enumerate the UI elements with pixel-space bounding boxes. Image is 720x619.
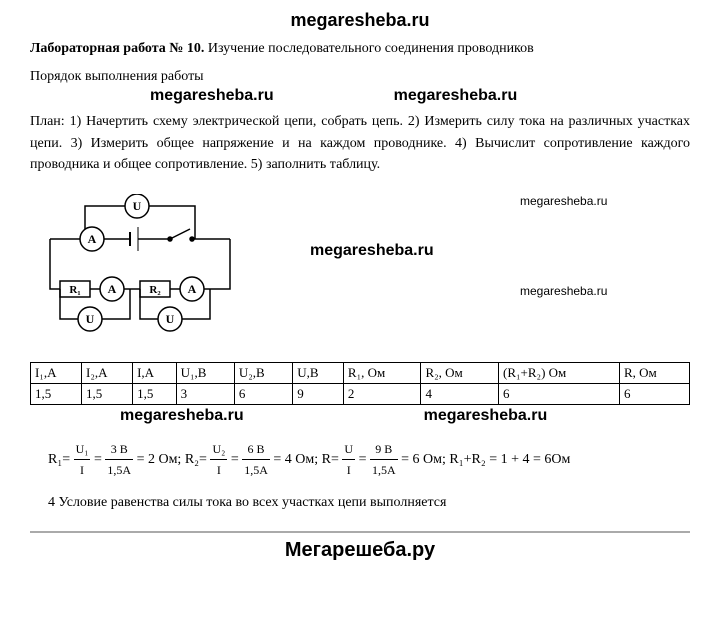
subheading: Порядок выполнения работы <box>30 69 690 85</box>
svg-text:R₁: R₁ <box>69 284 80 296</box>
frac-r1a: U₁I <box>74 439 91 481</box>
condition-text: Условие равенства силы тока во всех учас… <box>55 495 446 510</box>
svg-text:R₂: R₂ <box>149 284 161 296</box>
f-eq-1: = <box>94 452 105 467</box>
td-1: 1,5 <box>82 384 133 405</box>
plan-text: План: 1) Начертить схему электрической ц… <box>30 111 690 176</box>
svg-text:A: A <box>108 282 117 296</box>
td-4: 6 <box>234 384 292 405</box>
th-3: U₁,B <box>176 363 234 384</box>
f-r-lhs: R= <box>322 452 339 467</box>
f-r-res: = 6 Ом; <box>401 452 449 467</box>
formulas: R₁= U₁I = 3 В1,5А = 2 Ом; R₂= U₂I = 6 В1… <box>30 439 690 481</box>
td-6: 2 <box>343 384 421 405</box>
td-0: 1,5 <box>31 384 82 405</box>
th-1: I₂,A <box>82 363 133 384</box>
circuit-watermarks: megaresheba.ru megaresheba.ru megaresheb… <box>270 194 607 298</box>
table-header-row: I₁,A I₂,A I,A U₁,B U₂,B U,B R₁, Ом R₂, О… <box>31 363 690 384</box>
svg-text:U: U <box>86 312 95 326</box>
svg-text:U: U <box>166 312 175 326</box>
f-r2-lhs: R₂= <box>185 452 207 467</box>
td-3: 3 <box>176 384 234 405</box>
f-r2-res: = 4 Ом; <box>273 452 321 467</box>
td-8: 6 <box>499 384 620 405</box>
f-sum: R₁+R₂ = 1 + 4 = 6Ом <box>449 452 570 467</box>
svg-text:A: A <box>88 232 97 246</box>
circuit-diagram: U A R₁ A R₂ <box>30 194 250 344</box>
td-7: 4 <box>421 384 499 405</box>
data-table: I₁,A I₂,A I,A U₁,B U₂,B U,B R₁, Ом R₂, О… <box>30 362 690 405</box>
lab-title-bold: Лабораторная работа № 10. <box>30 41 204 56</box>
watermark-c2: megaresheba.ru <box>310 242 607 260</box>
lab-title-rest: Изучение последовательного соединения пр… <box>204 41 533 56</box>
frac-r2a: U₂I <box>210 439 227 481</box>
watermark-row-1: megaresheba.ru megaresheba.ru <box>30 87 690 105</box>
footer-watermark: Мегарешеба.ру <box>30 531 690 562</box>
circuit-block: U A R₁ A R₂ <box>30 194 690 344</box>
watermark-top: megaresheba.ru <box>30 10 690 31</box>
td-9: 6 <box>619 384 689 405</box>
watermark-inline-1: megaresheba.ru <box>150 87 274 105</box>
lab-title: Лабораторная работа № 10. Изучение после… <box>30 41 690 57</box>
frac-ra: UI <box>342 439 355 481</box>
th-7: R₂, Ом <box>421 363 499 384</box>
frac-r1b: 3 В1,5А <box>105 439 133 481</box>
watermark-c3: megaresheba.ru <box>520 284 607 298</box>
watermark-under-table: megaresheba.ru megaresheba.ru <box>30 407 690 425</box>
frac-rb: 9 В1,5А <box>370 439 398 481</box>
condition-num: 4 <box>48 495 55 510</box>
th-6: R₁, Ом <box>343 363 421 384</box>
th-4: U₂,B <box>234 363 292 384</box>
td-5: 9 <box>293 384 344 405</box>
td-2: 1,5 <box>133 384 176 405</box>
f-r1-lhs: R₁= <box>48 452 70 467</box>
condition-line: 4 Условие равенства силы тока во всех уч… <box>30 495 690 511</box>
watermark-ut1: megaresheba.ru <box>120 407 244 425</box>
th-8: (R₁+R₂) Ом <box>499 363 620 384</box>
table-data-row: 1,5 1,5 1,5 3 6 9 2 4 6 6 <box>31 384 690 405</box>
th-0: I₁,A <box>31 363 82 384</box>
th-5: U,B <box>293 363 344 384</box>
f-eq-2: = <box>231 452 242 467</box>
f-r1-res: = 2 Ом; <box>137 452 185 467</box>
frac-r2b: 6 В1,5А <box>242 439 270 481</box>
watermark-inline-2: megaresheba.ru <box>394 87 518 105</box>
watermark-c1: megaresheba.ru <box>520 194 607 208</box>
th-2: I,A <box>133 363 176 384</box>
watermark-ut2: megaresheba.ru <box>424 407 548 425</box>
th-9: R, Ом <box>619 363 689 384</box>
svg-text:U: U <box>133 199 142 213</box>
svg-text:A: A <box>188 282 197 296</box>
f-eq-3: = <box>359 452 370 467</box>
